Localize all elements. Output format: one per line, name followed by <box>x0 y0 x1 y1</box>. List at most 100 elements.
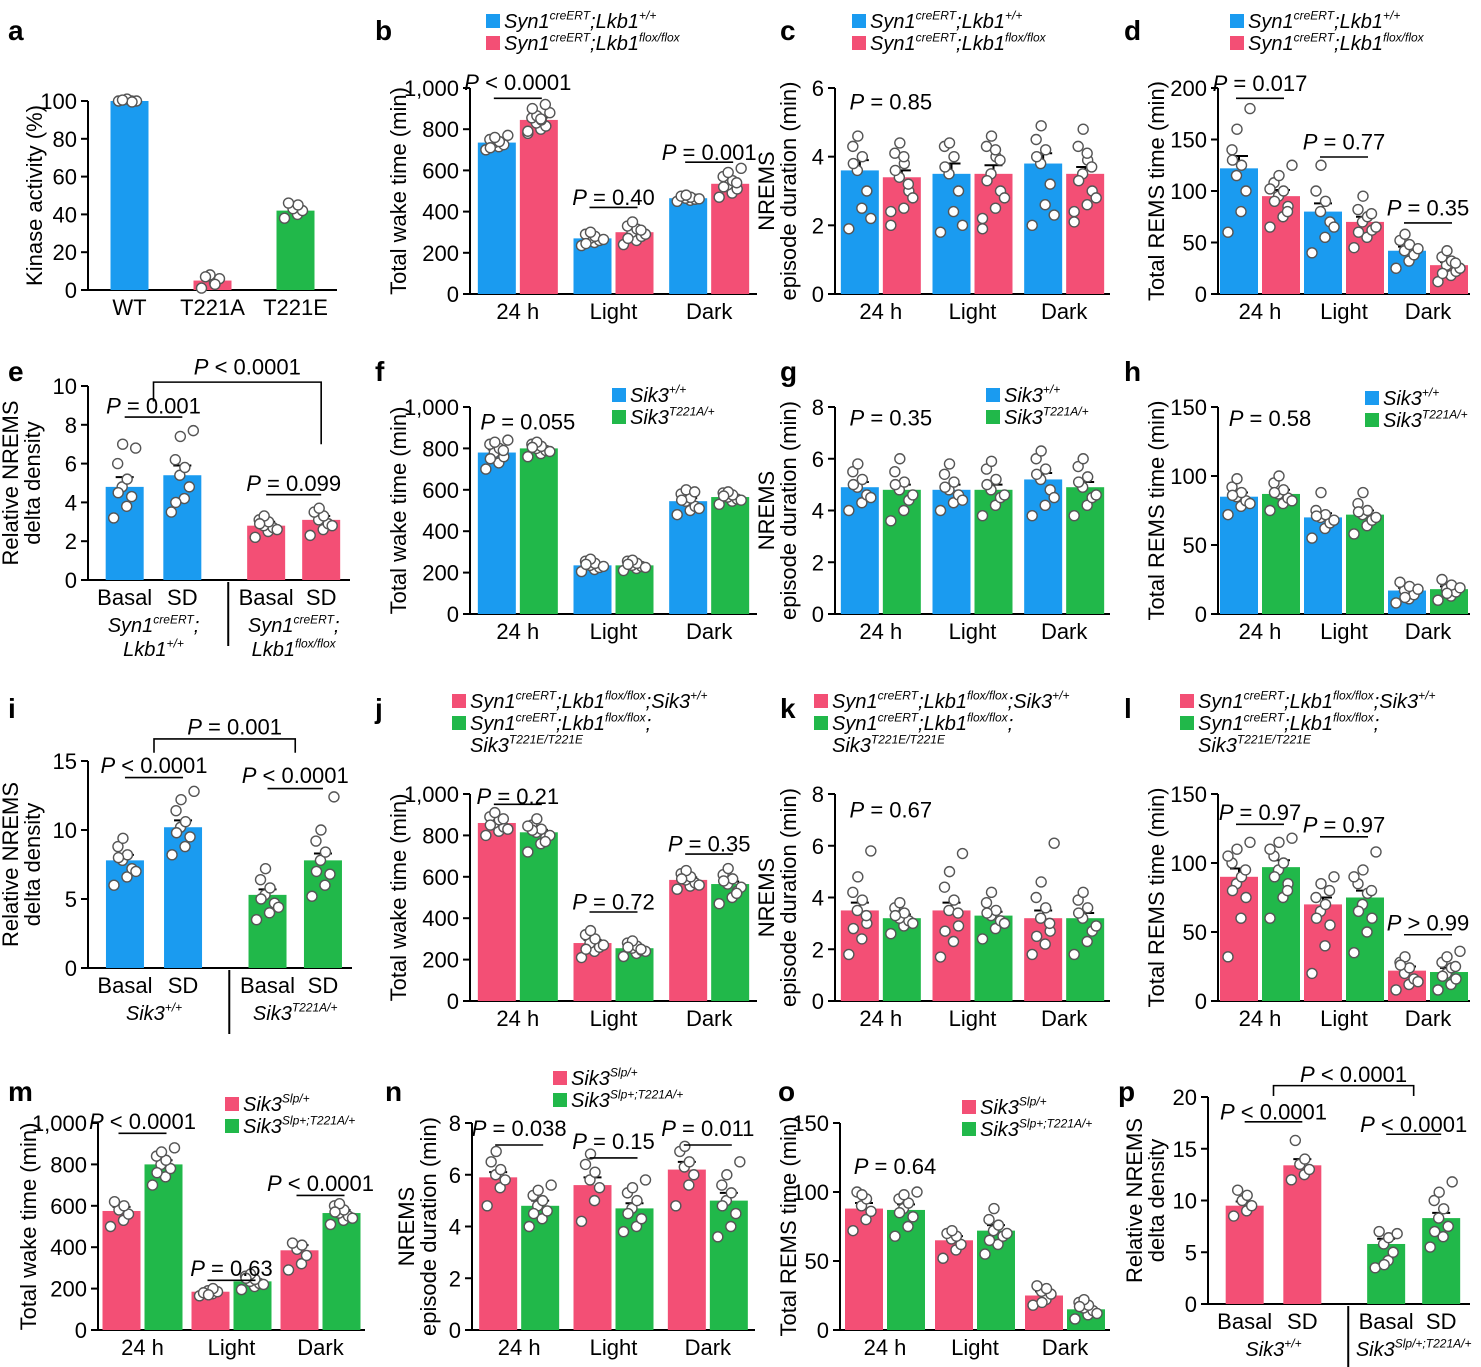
label-text: Sik3 <box>1383 410 1422 432</box>
x-tick-label: T221A <box>180 295 245 320</box>
bar-green <box>519 832 558 1001</box>
data-point <box>1442 1220 1454 1233</box>
y-tick-label: 80 <box>53 127 77 152</box>
data-point <box>1090 192 1102 204</box>
data-point <box>313 502 325 514</box>
data-point <box>1222 508 1234 521</box>
label-text: Syn1 <box>470 713 516 735</box>
data-point <box>856 150 869 163</box>
x-tick-label: Light <box>1320 1006 1368 1031</box>
y-axis-label: NREMS <box>754 471 779 550</box>
data-point <box>1365 207 1378 220</box>
y-axis-label: Relative NREMS <box>1122 1118 1147 1283</box>
legend-label: Sik3Slp+;T221A/+ <box>571 1088 683 1112</box>
data-point <box>693 879 705 891</box>
data-point <box>497 444 510 457</box>
data-point <box>907 192 919 204</box>
y-axis-label-line2: episode duration (min) <box>776 401 801 620</box>
data-point <box>1068 205 1080 218</box>
legend-label: Sik3T221A/+ <box>1004 405 1089 429</box>
label-text: Lkb1 <box>123 639 166 661</box>
data-point <box>1277 857 1290 869</box>
data-point <box>188 785 200 798</box>
x-tick-label: Dark <box>1042 1335 1089 1360</box>
data-point <box>985 886 998 899</box>
data-point <box>1081 471 1094 483</box>
data-point <box>1231 473 1243 485</box>
y-tick-label: 15 <box>1173 1137 1197 1162</box>
data-point <box>1441 587 1453 599</box>
bar-red <box>1225 1205 1264 1304</box>
p-value-label: P = 0.72 <box>572 890 655 915</box>
data-point <box>1319 940 1331 952</box>
panel-letter: b <box>375 15 392 46</box>
data-point <box>1390 984 1402 996</box>
data-point <box>1081 935 1093 948</box>
data-point <box>1231 123 1243 135</box>
data-point <box>1306 247 1318 259</box>
panel-letter: j <box>374 693 383 724</box>
y-tick-label: 0 <box>1195 602 1207 627</box>
y-tick-label: 0 <box>65 278 77 303</box>
y-axis-label-line2: delta density <box>1144 1139 1169 1263</box>
legend-swatch-green <box>452 716 466 730</box>
y-tick-label: 400 <box>422 519 459 544</box>
data-point <box>902 178 915 190</box>
data-point <box>522 450 534 463</box>
label-text: P <box>1213 71 1228 96</box>
superscript-text: flox/flox <box>639 31 681 45</box>
label-text: P <box>1300 1062 1315 1087</box>
y-tick-label: 0 <box>812 989 824 1014</box>
data-point <box>1310 891 1322 904</box>
data-point <box>992 1219 1005 1231</box>
data-point <box>1348 241 1360 254</box>
bar-red <box>479 1177 518 1330</box>
data-point <box>536 1194 549 1207</box>
legend-label: Syn1creERT;Lkb1flox/flox;Sik3+/+ <box>470 689 708 713</box>
bar-green <box>711 497 750 614</box>
data-point <box>199 271 212 283</box>
data-point <box>484 819 497 831</box>
data-point <box>865 1205 877 1218</box>
legend-label: Syn1creERT;Lkb1flox/flox;Sik3+/+ <box>832 689 1070 713</box>
x-tick-label: 24 h <box>859 299 902 324</box>
data-point <box>1394 576 1406 588</box>
data-point <box>1239 864 1252 876</box>
data-point <box>580 237 592 250</box>
y-tick-label: 50 <box>805 1249 829 1274</box>
data-point <box>259 862 272 875</box>
data-point <box>1240 891 1252 904</box>
data-point <box>490 1145 502 1158</box>
data-point <box>1412 242 1424 255</box>
y-tick-label: 0 <box>65 568 77 593</box>
data-point <box>121 871 133 883</box>
y-tick-label: 0 <box>447 602 459 627</box>
data-point <box>523 1220 535 1233</box>
data-point <box>1319 231 1331 244</box>
data-point <box>597 939 610 951</box>
data-point <box>174 469 186 481</box>
y-tick-label: 600 <box>50 1194 87 1219</box>
y-axis-label: Kinase activity (%) <box>22 105 47 286</box>
data-point <box>1446 1176 1458 1188</box>
data-point <box>847 465 859 478</box>
y-tick-label: 50 <box>1183 231 1207 256</box>
data-point <box>272 901 285 913</box>
data-point <box>885 928 897 940</box>
data-point <box>116 438 129 450</box>
p-value-label: P = 0.017 <box>1213 71 1308 96</box>
y-tick-label: 0 <box>447 282 459 307</box>
y-tick-label: 4 <box>812 886 824 911</box>
y-tick-label: 6 <box>812 76 824 101</box>
x-tick-label: 24 h <box>859 619 902 644</box>
y-tick-label: 0 <box>449 1318 461 1343</box>
data-point <box>296 1239 308 1251</box>
data-point <box>734 1156 746 1168</box>
superscript-text: creERT <box>916 9 958 23</box>
p-value-label: P = 0.21 <box>477 784 560 809</box>
data-point <box>851 904 864 917</box>
data-point <box>1268 871 1281 883</box>
